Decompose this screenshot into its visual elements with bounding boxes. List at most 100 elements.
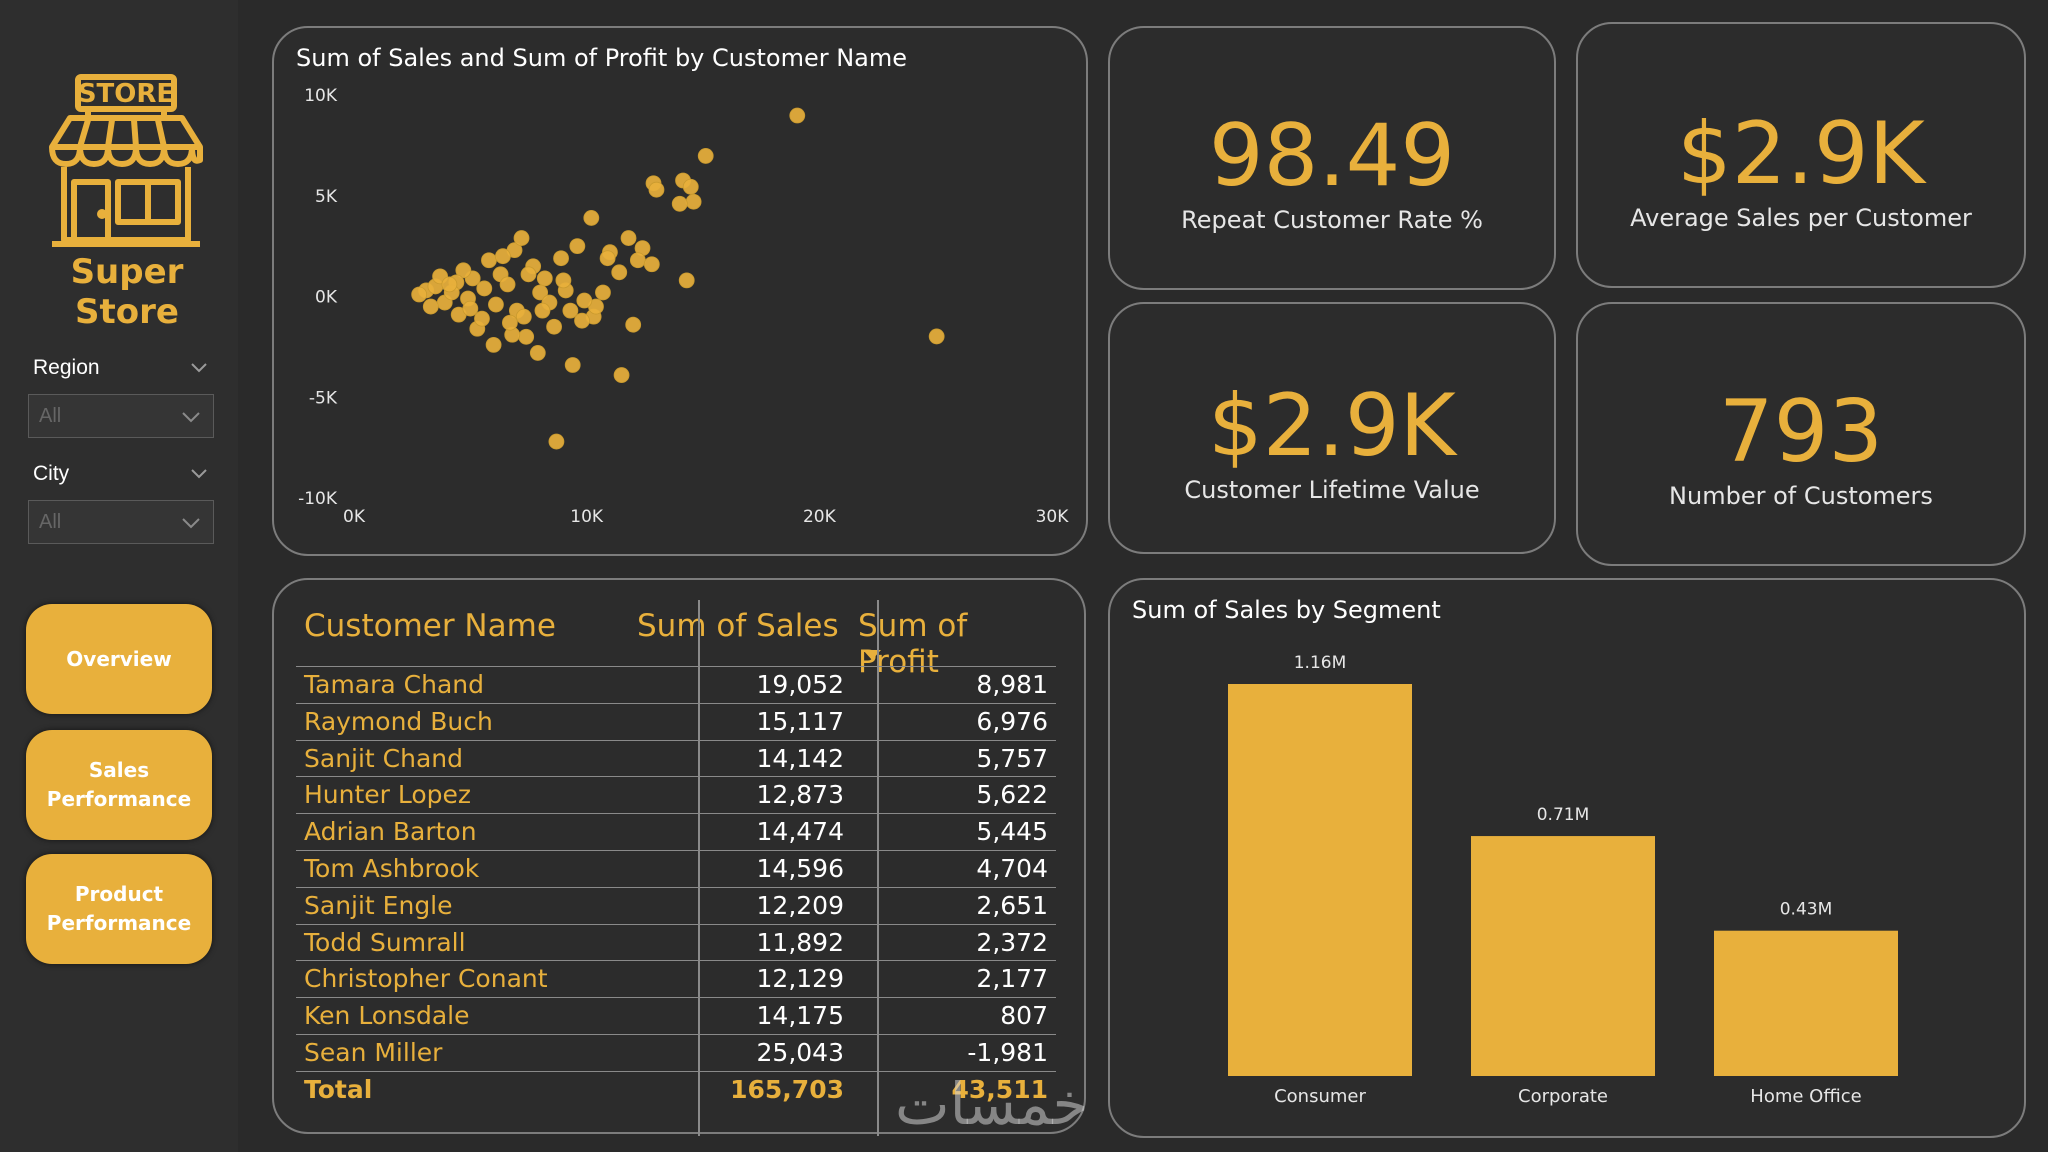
scatter-point[interactable] (499, 276, 516, 293)
scatter-point[interactable] (648, 181, 665, 198)
scatter-point[interactable] (462, 300, 479, 317)
city-collapse-chevron-icon[interactable] (190, 467, 208, 481)
sales-cell: 25,043 (756, 1038, 844, 1067)
scatter-point[interactable] (536, 270, 553, 287)
scatter-point[interactable] (474, 310, 490, 327)
scatter-point[interactable] (629, 252, 646, 269)
profit-cell: -1,981 (967, 1038, 1048, 1067)
city-filter-label: City (33, 462, 70, 485)
scatter-point[interactable] (564, 357, 581, 373)
scatter-point[interactable] (411, 286, 428, 303)
customer-name-cell: Todd Sumrall (304, 927, 466, 957)
table-row[interactable]: Christopher Conant 12,129 2,177 (296, 960, 1056, 997)
scatter-point[interactable] (928, 328, 945, 345)
x-tick-label: 20K (803, 507, 837, 527)
chevron-down-icon (182, 412, 200, 423)
scatter-point[interactable] (671, 195, 688, 212)
scatter-point[interactable] (625, 316, 642, 333)
scatter-point[interactable] (620, 230, 637, 246)
scatter-point[interactable] (495, 248, 511, 265)
kpi-value: 793 (1718, 382, 1884, 482)
category-label: Home Office (1750, 1086, 1861, 1107)
nav-overview-button[interactable]: Overview (26, 604, 212, 714)
nav-product-performance-label: Product Performance (46, 882, 192, 935)
table-row[interactable]: Tom Ashbrook 14,596 4,704 (296, 850, 1056, 887)
table-row[interactable]: Sanjit Engle 12,209 2,651 (296, 886, 1056, 924)
scatter-point[interactable] (476, 280, 493, 297)
profit-cell: 6,976 (976, 706, 1048, 736)
kpi-value: $2.9K (1208, 376, 1456, 476)
table-row[interactable]: Raymond Buch 15,117 6,976 (296, 702, 1056, 740)
bar-data-label: 1.16M (1294, 653, 1347, 673)
column-header-customer-name[interactable]: Customer Name (304, 608, 556, 644)
table-row[interactable]: Sanjit Chand 14,142 5,757 (296, 739, 1056, 777)
scatter-point[interactable] (599, 250, 616, 267)
region-dropdown[interactable]: All (28, 394, 214, 438)
nav-sales-performance-button[interactable]: Sales Performance (26, 730, 212, 840)
profit-cell: 2,177 (976, 964, 1048, 994)
scatter-point[interactable] (555, 272, 572, 289)
scatter-point[interactable] (534, 302, 551, 319)
brand-name: Super Store (70, 252, 184, 332)
city-dropdown[interactable]: All (28, 500, 214, 544)
region-collapse-chevron-icon[interactable] (190, 361, 208, 375)
scatter-point[interactable] (613, 367, 630, 383)
scatter-point[interactable] (682, 178, 699, 195)
scatter-point[interactable] (574, 312, 590, 329)
table-row[interactable]: Tamara Chand 19,052 8,981 (296, 666, 1056, 703)
scatter-point[interactable] (485, 336, 502, 353)
scatter-point[interactable] (789, 107, 806, 124)
scatter-point[interactable] (569, 238, 586, 255)
scatter-point[interactable] (515, 308, 532, 325)
scatter-point[interactable] (488, 296, 504, 313)
scatter-point[interactable] (513, 230, 530, 246)
scatter-point[interactable] (576, 292, 593, 309)
watermark: خمسات (895, 1070, 1089, 1138)
scatter-point[interactable] (583, 210, 600, 226)
scatter-point[interactable] (553, 250, 569, 267)
scatter-point[interactable] (501, 314, 518, 331)
table-row[interactable]: Hunter Lopez 12,873 5,622 (296, 776, 1056, 813)
scatter-point[interactable] (643, 256, 660, 273)
scatter-point[interactable] (518, 328, 535, 345)
segment-bar-chart: 1.16M Consumer 0.71M Corporate 0.43M Home Off… (1228, 653, 1898, 1107)
y-tick-label: 0K (315, 288, 338, 308)
bar[interactable] (1228, 684, 1412, 1076)
scatter-point[interactable] (422, 298, 439, 315)
table-row[interactable]: Todd Sumrall 11,892 2,372 (296, 923, 1056, 961)
x-tick-label: 10K (570, 507, 604, 527)
customer-table-card: Customer Name Sum of Sales Sum of Profit… (272, 578, 1086, 1136)
scatter-point[interactable] (455, 262, 472, 279)
sales-cell: 12,873 (756, 780, 844, 810)
scatter-point[interactable] (532, 284, 549, 301)
scatter-point[interactable] (678, 272, 695, 289)
kpi-card-repeat-rate: 98.49 Repeat Customer Rate % (1108, 26, 1556, 290)
scatter-point[interactable] (595, 284, 611, 301)
table-row[interactable]: Ken Lonsdale 14,175 807 (296, 997, 1056, 1034)
sales-cell: 15,117 (756, 706, 844, 736)
scatter-point[interactable] (441, 276, 458, 293)
kpi-value: $2.9K (1677, 104, 1925, 204)
bar[interactable] (1714, 930, 1898, 1076)
nav-product-performance-button[interactable]: Product Performance (26, 854, 212, 964)
nav-overview-label: Overview (66, 646, 172, 671)
table-total-row[interactable]: Total 165,703 43,511 (296, 1070, 1056, 1108)
table-row[interactable]: Adrian Barton 14,474 5,445 (296, 813, 1056, 850)
sort-desc-icon[interactable] (861, 648, 883, 662)
column-divider (877, 600, 879, 1136)
scatter-point[interactable] (546, 318, 562, 335)
table-row[interactable]: Sean Miller 25,043 -1,981 (296, 1034, 1056, 1071)
scatter-point[interactable] (481, 252, 497, 269)
scatter-point[interactable] (697, 148, 714, 164)
scatter-point[interactable] (520, 266, 537, 283)
scatter-point[interactable] (562, 302, 579, 319)
bar[interactable] (1471, 836, 1655, 1076)
bar-data-label: 0.71M (1537, 805, 1590, 825)
scatter-point[interactable] (611, 264, 628, 281)
scatter-point[interactable] (548, 433, 565, 450)
column-header-sum-of-sales[interactable]: Sum of Sales (637, 608, 839, 644)
sales-cell: 12,129 (756, 964, 844, 994)
scatter-point[interactable] (685, 193, 702, 210)
scatter-point[interactable] (529, 345, 546, 361)
column-header-sum-of-profit[interactable]: Sum of Profit (858, 608, 968, 680)
